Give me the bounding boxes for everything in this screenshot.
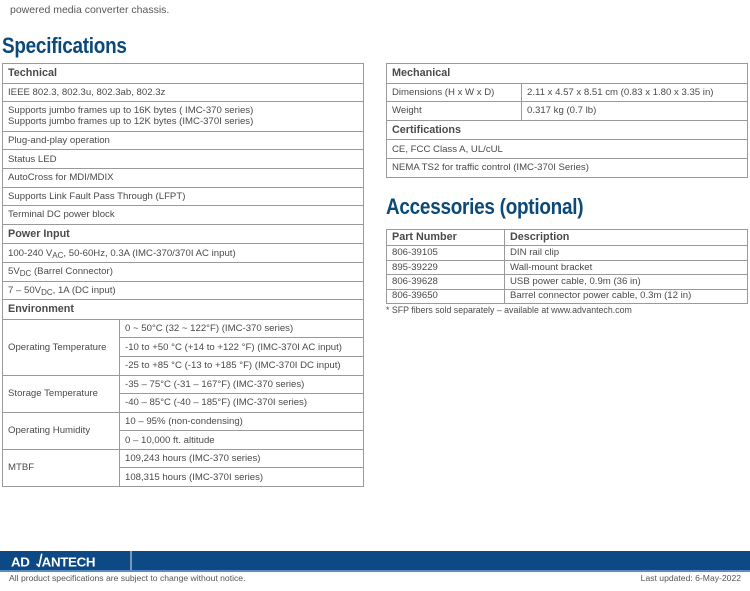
svg-text:AD: AD [11,554,30,569]
svg-text:ANTECH: ANTECH [42,554,96,569]
